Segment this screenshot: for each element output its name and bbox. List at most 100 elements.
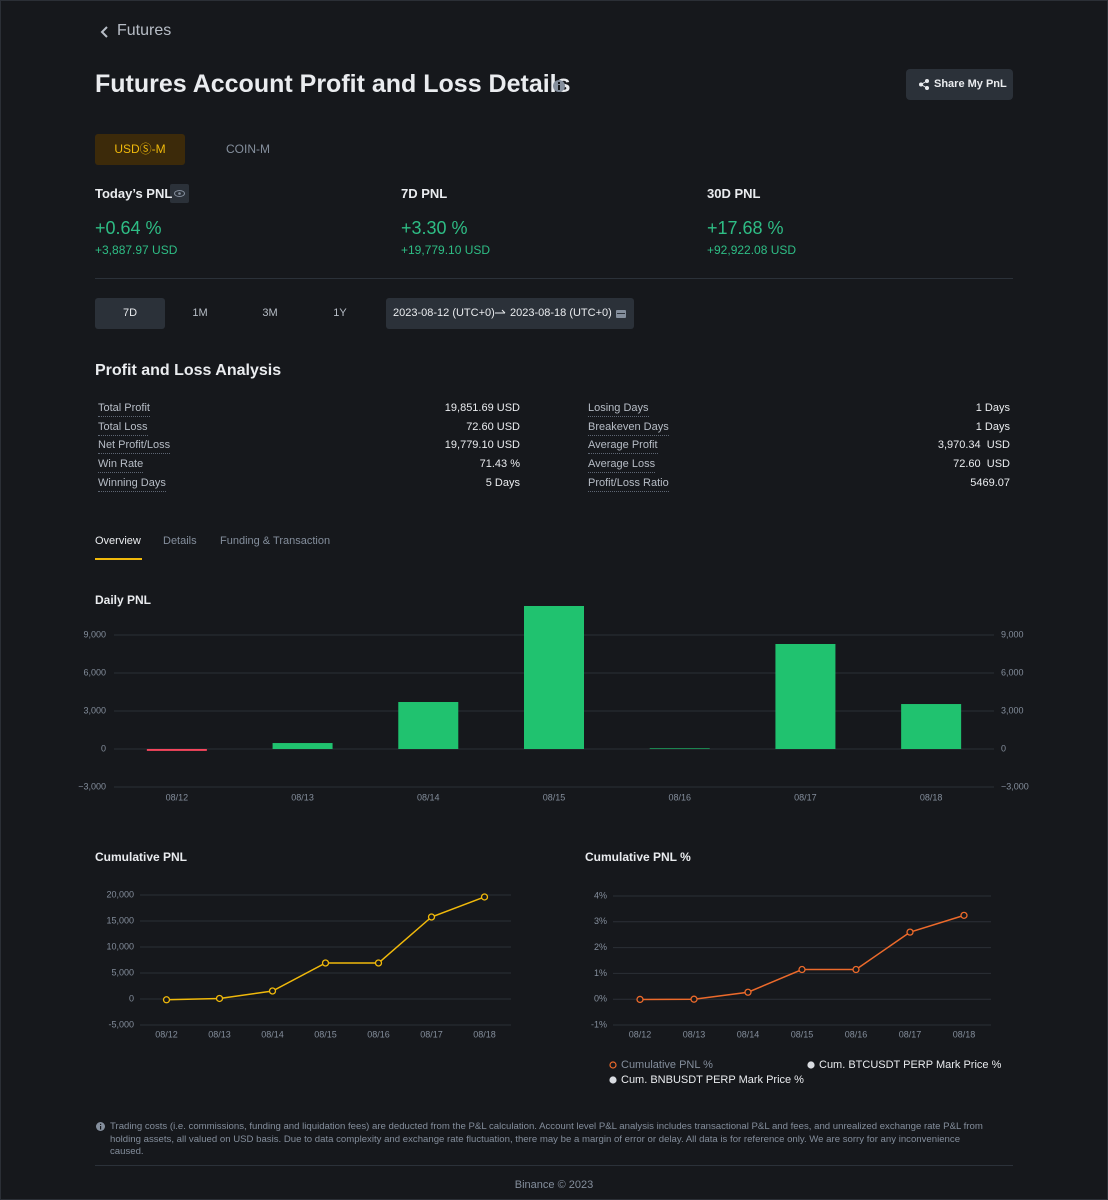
point	[162, 996, 171, 1004]
eye-toggle[interactable]	[170, 184, 189, 203]
bar	[272, 743, 333, 749]
y-tick-label: -1%	[591, 1019, 607, 1029]
bar	[398, 702, 459, 749]
x-tick-label: 08/14	[737, 1029, 760, 1039]
point	[268, 987, 277, 995]
bar	[146, 749, 207, 751]
x-tick-label: 08/12	[629, 1029, 652, 1039]
pnl-label: 7D PNL	[401, 186, 448, 201]
y-tick-label: 6,000	[83, 667, 106, 677]
stat-label: Profit/Loss Ratio	[588, 476, 669, 492]
range-tab[interactable]: 1Y	[333, 307, 347, 319]
stat-value: 3,970.34 USD	[937, 439, 1010, 451]
stat-value: 72.60 USD	[953, 458, 1010, 470]
share-icon	[919, 79, 929, 90]
x-tick-label: 08/15	[314, 1029, 337, 1039]
range-tab-active[interactable]: 7D	[95, 298, 165, 329]
y2-tick-label: 6,000	[1001, 667, 1024, 677]
stat-label: Total Loss	[98, 420, 148, 436]
stat-value: 72.60 USD	[466, 421, 520, 433]
point	[636, 995, 644, 1004]
info-icon[interactable]	[553, 80, 565, 92]
stat-value: 19,851.69 USD	[444, 402, 520, 414]
chart-title: Daily PNL	[95, 593, 151, 607]
account-tab[interactable]: COIN-M	[226, 142, 270, 156]
y-tick-label: 9,000	[83, 629, 106, 639]
legend-label: Cumulative PNL %	[621, 1059, 713, 1071]
y-tick-label: 20,000	[106, 889, 134, 899]
y2-tick-label: −3,000	[1001, 781, 1029, 791]
date-picker[interactable]: 2023-08-12 (UTC+0) 2023-08-18 (UTC+0)	[386, 298, 634, 329]
legend-marker	[609, 1061, 617, 1069]
y-tick-label: 10,000	[106, 941, 134, 951]
date-start: 2023-08-12 (UTC+0)	[393, 307, 495, 319]
pnl-percent: +17.68 %	[707, 218, 784, 238]
x-tick-label: 08/14	[417, 792, 440, 802]
disclaimer: Trading costs (i.e. commissions, funding…	[110, 1121, 983, 1157]
bar	[649, 748, 710, 749]
section-tab[interactable]: Funding & Transaction	[220, 535, 331, 547]
point	[852, 965, 860, 974]
y-tick-label: -5,000	[108, 1019, 134, 1029]
info-icon	[96, 1122, 105, 1131]
stat-value: 5469.07	[970, 477, 1010, 489]
analysis-title: Profit and Loss Analysis	[95, 362, 282, 379]
x-tick-label: 08/15	[791, 1029, 814, 1039]
stat-label: Average Profit	[588, 438, 658, 454]
arrow-icon	[495, 309, 506, 314]
y2-tick-label: 3,000	[1001, 705, 1024, 715]
stat-value: 1 Days	[975, 421, 1010, 433]
date-end: 2023-08-18 (UTC+0)	[510, 307, 612, 319]
stat-label: Total Profit	[98, 401, 150, 417]
pnl-percent: +0.64 %	[95, 218, 162, 238]
x-tick-label: 08/16	[668, 792, 691, 802]
x-tick-label: 08/18	[953, 1029, 976, 1039]
page-title: Futures Account Profit and Loss Details	[95, 70, 571, 98]
x-tick-label: 08/13	[208, 1029, 231, 1039]
x-tick-label: 08/17	[420, 1029, 443, 1039]
range-tab[interactable]: 1M	[192, 307, 208, 319]
y-tick-label: 0	[129, 993, 134, 1003]
pnl-amount: +92,922.08 USD	[707, 243, 797, 257]
pnl-amount: +3,887.97 USD	[95, 243, 178, 257]
x-tick-label: 08/17	[899, 1029, 922, 1039]
tab-underline	[95, 558, 142, 560]
y-tick-label: 0	[101, 743, 106, 753]
x-tick-label: 08/13	[683, 1029, 706, 1039]
bar	[524, 605, 584, 749]
line	[639, 914, 965, 1001]
chart-title: Cumulative PNL %	[585, 850, 691, 864]
stat-value: 5 Days	[485, 477, 520, 489]
range-tab[interactable]: 3M	[262, 307, 278, 319]
account-tab-active[interactable]: USDⓈ-M	[95, 134, 185, 165]
line	[166, 896, 485, 1001]
x-tick-label: 08/16	[367, 1029, 390, 1039]
x-tick-label: 08/14	[261, 1029, 284, 1039]
divider	[95, 278, 1013, 279]
back-icon[interactable]	[100, 26, 110, 38]
point	[427, 913, 436, 921]
pnl-label: Today’s PNL	[95, 186, 173, 201]
y-tick-label: 1%	[594, 968, 607, 978]
share-button[interactable]: Share My PnL	[906, 69, 1013, 100]
stat-label: Win Rate	[98, 457, 144, 473]
x-tick-label: 08/13	[291, 792, 314, 802]
pnl-amount: +19,779.10 USD	[401, 243, 491, 257]
stat-label: Average Loss	[588, 457, 656, 473]
point	[798, 965, 806, 974]
x-tick-label: 08/15	[543, 792, 566, 802]
back-link[interactable]: Futures	[117, 22, 172, 39]
section-tab[interactable]: Details	[163, 535, 197, 547]
x-tick-label: 08/16	[845, 1029, 868, 1039]
point	[960, 911, 968, 919]
x-tick-label: 08/17	[794, 792, 817, 802]
y2-tick-label: 0	[1001, 743, 1006, 753]
point	[374, 959, 383, 967]
y2-tick-label: 9,000	[1001, 629, 1024, 639]
section-tab[interactable]: Overview	[95, 535, 141, 547]
stat-value: 1 Days	[975, 402, 1010, 414]
legend-label: Cum. BTCUSDT PERP Mark Price %	[819, 1059, 1002, 1071]
y-tick-label: 2%	[594, 942, 607, 952]
bar	[775, 643, 836, 749]
